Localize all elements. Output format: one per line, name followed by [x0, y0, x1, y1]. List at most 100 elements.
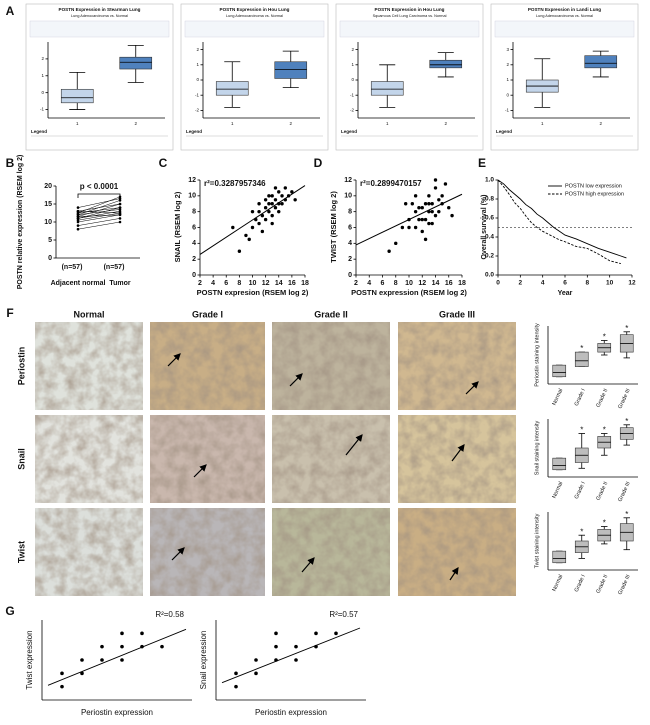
significance-marker: * — [625, 324, 628, 333]
r-squared: R²=0.58 — [155, 610, 184, 619]
y-axis-label: POSTN relative expression (RSEM log 2) — [17, 155, 24, 290]
legend-label: POSTN high expression — [565, 191, 624, 197]
plot-subtitle: Lung Adenocarcinoma vs. Normal — [71, 14, 128, 18]
histology-texture — [398, 322, 516, 410]
point — [260, 213, 265, 218]
point — [400, 225, 405, 230]
arrow — [345, 434, 363, 456]
regression-line — [47, 628, 187, 686]
y-tick-label: 2 — [351, 47, 354, 52]
point — [430, 202, 434, 206]
point — [257, 221, 261, 226]
x-tick-label: 4 — [541, 280, 545, 287]
point — [294, 658, 298, 662]
point — [100, 644, 104, 649]
plot-subtitle: Squamous Cell Lung Carcinoma vs. Normal — [373, 14, 447, 18]
point — [76, 211, 80, 215]
paired-line — [77, 207, 121, 214]
panel-label: C — [159, 156, 168, 170]
x-tick-label: 12 — [262, 280, 270, 287]
y-tick-label: 0.8 — [485, 196, 494, 203]
x-tick-label: 6 — [563, 280, 567, 287]
point — [234, 684, 238, 689]
y-tick-label: 0.2 — [485, 253, 494, 260]
panel-label: G — [5, 604, 14, 618]
x-tick-label: 10 — [249, 280, 257, 287]
histology-texture — [272, 322, 390, 410]
x-tick-label: Adjacent normal — [51, 280, 106, 287]
x-tick-label: 16 — [288, 280, 296, 287]
box — [552, 550, 567, 564]
y-tick-label: -2 — [350, 108, 354, 113]
significance-marker: * — [603, 519, 606, 528]
y-axis-label: Snail expression — [199, 631, 208, 690]
point — [267, 209, 271, 214]
r-squared: r²=0.2899470157 — [360, 179, 422, 188]
point — [450, 213, 454, 218]
point — [244, 233, 248, 238]
y-axis-label: Snail staining intensity — [534, 421, 540, 476]
point — [257, 209, 261, 214]
y-tick-label: 12 — [188, 177, 196, 184]
point — [237, 249, 242, 253]
point — [440, 194, 444, 198]
stats-box — [339, 20, 480, 38]
point — [80, 658, 84, 662]
column-header: Normal — [73, 309, 104, 319]
x-tick-label: 12 — [418, 280, 426, 287]
y-axis-label: Twist expression — [25, 630, 34, 689]
arrow — [465, 381, 479, 395]
x-tick-label: Normal — [551, 388, 564, 407]
x-axis-label: Year — [558, 290, 573, 297]
y-tick-label: 2 — [348, 256, 352, 263]
x-tick-label: 2 — [289, 121, 292, 126]
y-axis-label: TWIST (RSEM log 2) — [329, 191, 338, 263]
y-tick-label: 1 — [351, 62, 354, 67]
point — [118, 211, 122, 215]
point — [273, 186, 278, 190]
y-tick-label: 2 — [41, 56, 44, 61]
point — [277, 190, 281, 194]
significance-marker: * — [580, 426, 583, 435]
point — [437, 198, 441, 202]
box — [552, 364, 567, 378]
significance-marker: * — [625, 417, 628, 426]
x-tick-label: 1 — [231, 121, 234, 126]
x-tick-label: Grade I — [574, 387, 587, 407]
point — [420, 217, 424, 222]
y-tick-label: 15 — [44, 201, 52, 208]
point — [118, 199, 122, 202]
x-tick-label: 0 — [496, 280, 500, 287]
x-axis-label: POSTN expression (RSEM log 2) — [351, 288, 467, 297]
r-squared: r²=0.3287957346 — [204, 179, 266, 188]
p-value: p < 0.0001 — [80, 182, 119, 191]
x-tick-label: 12 — [628, 280, 636, 287]
point — [250, 225, 255, 230]
point — [263, 198, 268, 202]
point — [387, 249, 391, 253]
y-tick-label: 0.4 — [485, 234, 494, 241]
point — [100, 658, 104, 662]
paired-line — [77, 210, 121, 219]
stats-box — [29, 20, 170, 38]
point — [118, 208, 122, 211]
y-tick-label: -1 — [40, 107, 44, 112]
point — [254, 671, 258, 676]
paired-line — [77, 207, 121, 219]
panel-label: F — [6, 306, 13, 320]
y-axis-label: Twist staining intensity — [534, 513, 540, 568]
arrow — [301, 557, 315, 573]
x-tick-label: 8 — [394, 280, 398, 287]
plot-title: POSTN Expression in Hou Lung — [220, 7, 290, 12]
paired-line — [77, 210, 121, 214]
point — [413, 225, 418, 230]
point — [76, 217, 80, 220]
survival-curve — [497, 179, 627, 259]
point — [270, 194, 274, 198]
point — [257, 202, 261, 206]
point — [273, 206, 278, 210]
regression-line — [199, 185, 306, 255]
point — [263, 206, 268, 210]
point — [294, 644, 298, 649]
box — [215, 81, 249, 96]
